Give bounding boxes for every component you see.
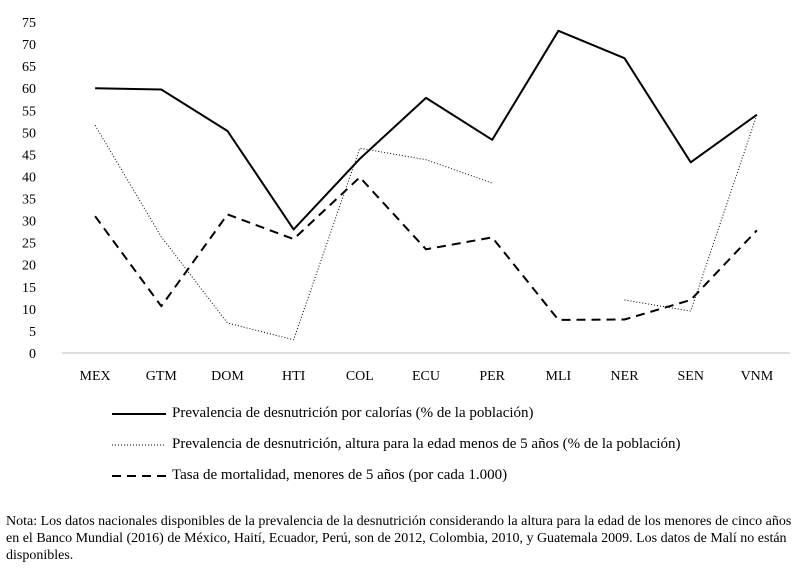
series-line-dotted [624, 114, 758, 312]
footnote: Nota: Los datos nacionales disponibles d… [6, 514, 792, 563]
legend: Prevalencia de desnutrición por calorías… [112, 398, 681, 491]
y-axis: 0 5 10 15 20 25 30 35 40 45 50 55 60 65 70 75 [22, 16, 36, 362]
y-tick-label: 45 [22, 148, 36, 163]
legend-solid-line-icon [112, 412, 166, 415]
y-tick-label: 5 [29, 325, 36, 340]
x-tick-label: COL [346, 369, 374, 384]
x-tick-label: NER [611, 369, 640, 384]
legend-item-mortality: Tasa de mortalidad, menores de 5 años (p… [112, 460, 681, 491]
legend-label-height: Prevalencia de desnutrición, altura para… [172, 436, 681, 452]
legend-label-calories: Prevalencia de desnutrición por calorías… [172, 405, 534, 421]
legend-dashed-line-icon [112, 474, 166, 477]
y-tick-label: 70 [22, 38, 36, 53]
x-tick-label: VNM [741, 369, 774, 384]
y-tick-label: 0 [29, 347, 36, 362]
y-tick-label: 55 [22, 104, 36, 119]
legend-dotted-line-icon [112, 444, 166, 445]
x-tick-label: HTI [282, 369, 306, 384]
series-line-solid [95, 29, 758, 231]
legend-item-calories: Prevalencia de desnutrición por calorías… [112, 398, 681, 429]
x-tick-label: GTM [146, 369, 178, 384]
line-chart: 0 5 10 15 20 25 30 35 40 45 50 55 60 65 70 75 MEX GTM DOM… [22, 16, 790, 384]
series-lines [94, 29, 758, 341]
y-tick-label: 20 [22, 259, 36, 274]
legend-label-mortality: Tasa de mortalidad, menores de 5 años (p… [172, 467, 508, 483]
x-tick-label: PER [479, 369, 505, 384]
x-axis: MEX GTM DOM HTI COL ECU PER MLI NER SEN VNM [80, 369, 774, 384]
legend-item-height: Prevalencia de desnutrición, altura para… [112, 429, 681, 460]
y-tick-label: 25 [22, 237, 36, 252]
y-tick-label: 60 [22, 82, 36, 97]
series-line-dotted [94, 125, 493, 341]
y-tick-label: 10 [22, 303, 36, 318]
y-tick-label: 65 [22, 60, 36, 75]
x-tick-label: MEX [80, 369, 111, 384]
y-tick-label: 30 [22, 215, 36, 230]
y-tick-label: 75 [22, 16, 36, 31]
x-tick-label: DOM [211, 369, 244, 384]
y-tick-label: 50 [22, 126, 36, 141]
series-line-dashed [94, 176, 758, 321]
y-tick-label: 35 [22, 193, 36, 208]
x-tick-label: ECU [412, 369, 440, 384]
y-tick-label: 15 [22, 281, 36, 296]
x-tick-label: MLI [546, 369, 572, 384]
y-tick-label: 40 [22, 170, 36, 185]
x-tick-label: SEN [678, 369, 704, 384]
